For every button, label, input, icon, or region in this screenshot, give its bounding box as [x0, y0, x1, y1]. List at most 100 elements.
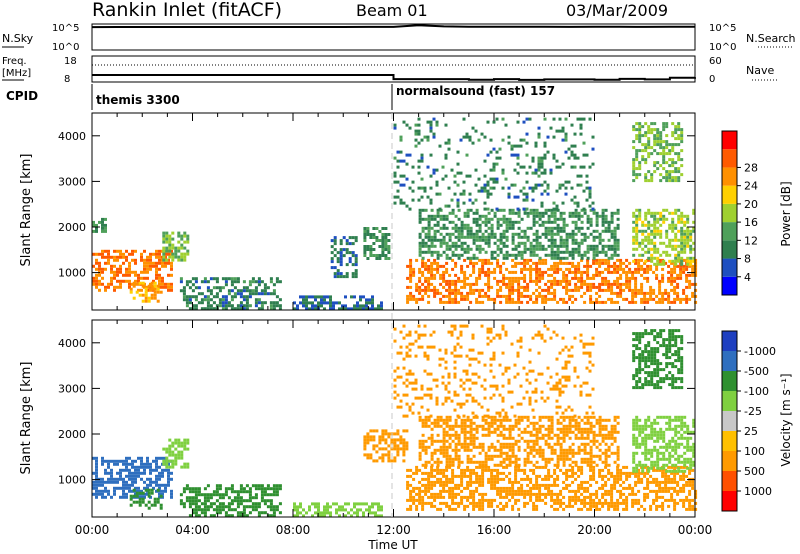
data-cell [616, 285, 620, 289]
data-cell [662, 146, 666, 150]
data-cell [508, 294, 512, 298]
data-cell [448, 492, 452, 496]
data-cell [439, 460, 443, 464]
data-cell [429, 129, 433, 133]
data-cell [546, 183, 550, 187]
data-cell [134, 468, 137, 472]
data-cell [260, 499, 264, 503]
data-cell [101, 217, 104, 221]
data-cell [356, 301, 359, 305]
data-cell [420, 159, 424, 163]
data-cell [537, 132, 541, 136]
data-cell [369, 233, 373, 236]
data-cell [514, 418, 518, 422]
data-cell [604, 261, 608, 265]
data-cell [544, 208, 548, 212]
data-cell [604, 250, 608, 254]
data-cell [444, 141, 448, 145]
data-cell [487, 270, 491, 274]
data-cell [224, 307, 228, 311]
data-cell [580, 232, 584, 236]
data-cell [677, 122, 681, 126]
data-cell [412, 501, 416, 505]
data-cell [194, 307, 198, 311]
data-cell [436, 214, 440, 218]
data-cell [673, 486, 677, 490]
data-cell [613, 477, 617, 481]
data-cell [444, 174, 448, 178]
data-cell [472, 442, 476, 446]
data-cell [113, 276, 116, 280]
data-cell [544, 235, 548, 239]
data-cell [577, 507, 581, 511]
data-cell [480, 132, 484, 136]
data-cell [472, 235, 476, 239]
data-cell [644, 235, 648, 239]
data-cell [604, 214, 608, 218]
data-cell [418, 501, 422, 505]
data-cell [144, 290, 148, 294]
data-cell [520, 415, 524, 419]
data-cell [448, 294, 452, 298]
data-cell [445, 480, 449, 484]
data-cell [134, 258, 137, 262]
data-cell [183, 240, 187, 244]
data-cell [502, 424, 506, 428]
data-cell [647, 137, 651, 141]
data-cell [158, 483, 161, 487]
data-cell [553, 276, 557, 280]
data-cell [632, 158, 636, 162]
data-cell [421, 418, 425, 422]
data-cell [496, 217, 500, 221]
data-cell [230, 487, 234, 491]
data-cell [493, 235, 497, 239]
data-cell [384, 441, 388, 445]
data-cell [484, 291, 488, 295]
data-cell [514, 211, 518, 215]
data-cell [547, 468, 551, 472]
data-cell [613, 501, 617, 505]
data-cell [520, 291, 524, 295]
data-cell [529, 241, 533, 245]
data-cell [362, 307, 365, 311]
data-cell [532, 253, 536, 257]
data-cell [472, 495, 476, 499]
data-cell [339, 248, 343, 252]
nsearch-label: N.Search [746, 32, 796, 45]
data-cell [248, 493, 252, 497]
data-cell [366, 456, 370, 460]
data-cell [442, 264, 446, 268]
data-cell [499, 232, 503, 236]
data-cell [490, 430, 494, 434]
data-cell [664, 498, 668, 502]
data-cell [688, 279, 692, 283]
data-cell [607, 244, 611, 248]
data-cell [493, 241, 497, 245]
data-cell [372, 248, 376, 251]
data-cell [547, 418, 551, 422]
data-cell [499, 279, 503, 283]
data-cell [583, 300, 587, 304]
data-cell [677, 256, 681, 260]
data-cell [260, 490, 264, 494]
data-cell [659, 131, 663, 135]
data-cell [583, 480, 587, 484]
data-cell [628, 279, 632, 283]
data-cell [180, 453, 184, 457]
data-cell [616, 480, 620, 484]
data-cell [537, 162, 541, 166]
data-cell [278, 307, 282, 311]
data-cell [475, 474, 479, 478]
data-cell [656, 262, 660, 266]
data-cell [418, 232, 422, 236]
data-cell [564, 117, 568, 121]
data-cell [448, 463, 452, 467]
data-cell [345, 275, 349, 279]
data-cell [168, 453, 172, 457]
data-cell [155, 474, 158, 478]
data-cell [529, 486, 533, 490]
data-cell [336, 251, 340, 255]
data-cell [685, 480, 689, 484]
data-cell [499, 208, 503, 212]
data-cell [263, 511, 267, 515]
